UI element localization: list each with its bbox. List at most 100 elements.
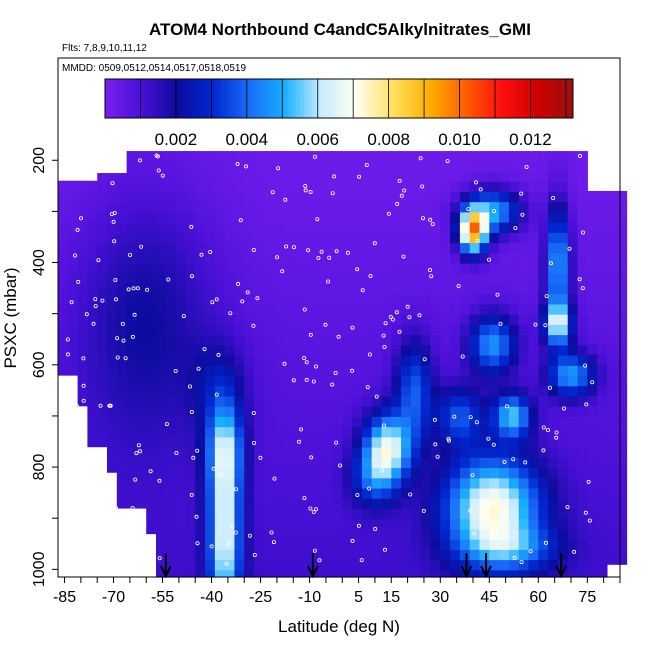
heatmap-cell	[322, 335, 334, 346]
observation-point	[189, 492, 194, 497]
observation-point	[100, 298, 105, 303]
heatmap-cell	[342, 171, 353, 183]
heatmap-cell	[597, 497, 608, 509]
heatmap-cell	[116, 438, 128, 450]
heatmap-cell	[606, 211, 618, 223]
observation-point	[386, 211, 391, 216]
heatmap-cell	[293, 406, 304, 418]
heatmap-cell	[234, 263, 245, 275]
heatmap-cell	[303, 406, 314, 418]
heatmap-cell	[361, 151, 373, 162]
heatmap-cell	[214, 212, 226, 224]
heatmap-cell	[548, 416, 559, 428]
heatmap-cell	[116, 490, 128, 501]
observation-point	[114, 505, 119, 510]
heatmap-cell	[146, 324, 157, 336]
heatmap-cell	[234, 284, 245, 295]
heatmap-cell	[479, 151, 490, 162]
heatmap-cell	[538, 539, 549, 551]
heatmap-cell	[224, 273, 236, 285]
heatmap-cell	[371, 222, 383, 234]
observation-point	[586, 479, 591, 484]
heatmap-cell	[587, 282, 598, 294]
heatmap-cell	[244, 437, 255, 449]
heatmap-cell	[185, 406, 196, 418]
heatmap-cell	[508, 335, 520, 346]
heatmap-cell	[293, 171, 304, 183]
heatmap-cell	[352, 253, 363, 265]
observation-point	[541, 425, 546, 430]
heatmap-cell	[450, 191, 461, 203]
heatmap-cell	[312, 232, 324, 244]
observation-point	[456, 283, 461, 288]
heatmap-cell	[273, 427, 285, 439]
heatmap-cell	[459, 273, 471, 285]
observation-point	[234, 487, 239, 492]
heatmap-cell	[479, 560, 490, 571]
heatmap-cell	[548, 376, 559, 387]
observation-point	[355, 267, 360, 272]
heatmap-cell	[577, 488, 588, 500]
observation-point	[303, 183, 308, 188]
heatmap-cell	[548, 355, 559, 367]
heatmap-cell	[381, 212, 392, 224]
observation-point	[251, 410, 256, 415]
colorbar-swatch	[303, 79, 309, 118]
observation-point	[128, 252, 133, 257]
heatmap-cell	[156, 212, 167, 224]
heatmap-cell	[420, 457, 432, 469]
heatmap-cell	[499, 191, 510, 203]
heatmap-cell	[185, 468, 196, 479]
heatmap-cell	[342, 253, 353, 265]
heatmap-cell	[528, 335, 539, 346]
heatmap-cell	[459, 529, 471, 541]
colorbar-swatch	[319, 79, 324, 118]
heatmap-cell	[332, 171, 343, 183]
heatmap-cell	[557, 181, 569, 193]
heatmap-cell	[77, 293, 88, 305]
heatmap-cell	[528, 386, 539, 398]
heatmap-cell	[234, 335, 245, 346]
heatmap-cell	[361, 508, 373, 520]
heatmap-cell	[58, 364, 69, 376]
observation-point	[583, 363, 588, 368]
heatmap-cell	[195, 416, 206, 428]
heatmap-cell	[342, 468, 353, 479]
heatmap-cell	[606, 282, 618, 294]
heatmap-cell	[293, 560, 304, 571]
observation-point	[108, 403, 113, 408]
heatmap-cell	[146, 406, 157, 418]
heatmap-cell	[146, 151, 157, 162]
heatmap-cell	[450, 570, 461, 578]
heatmap-cell	[499, 529, 510, 541]
observation-point	[561, 406, 566, 411]
heatmap-cell	[293, 396, 304, 408]
observation-point	[543, 540, 548, 545]
colorbar-tick-label: 0.006	[296, 130, 339, 149]
heatmap-cell	[283, 263, 294, 275]
heatmap-cell	[77, 375, 88, 386]
x-tick-label: 60	[529, 589, 547, 606]
heatmap-cell	[597, 375, 608, 386]
heatmap-cell	[597, 323, 608, 335]
heatmap-cell	[224, 365, 236, 377]
heatmap-cell	[234, 365, 245, 377]
heatmap-cell	[489, 386, 500, 398]
heatmap-cell	[450, 324, 461, 336]
heatmap-cell	[469, 355, 481, 367]
heatmap-cell	[185, 151, 196, 162]
heatmap-cell	[273, 376, 285, 387]
heatmap-cells	[58, 151, 628, 578]
heatmap-cell	[234, 314, 245, 326]
heatmap-cell	[254, 243, 265, 254]
heatmap-cell	[254, 447, 265, 459]
heatmap-cell	[616, 375, 628, 386]
heatmap-cell	[244, 498, 255, 510]
observation-point	[139, 244, 144, 249]
heatmap-cell	[361, 335, 373, 346]
heatmap-cell	[77, 201, 88, 212]
observation-point	[313, 364, 318, 369]
heatmap-cell	[136, 181, 147, 193]
heatmap-cell	[97, 336, 108, 348]
